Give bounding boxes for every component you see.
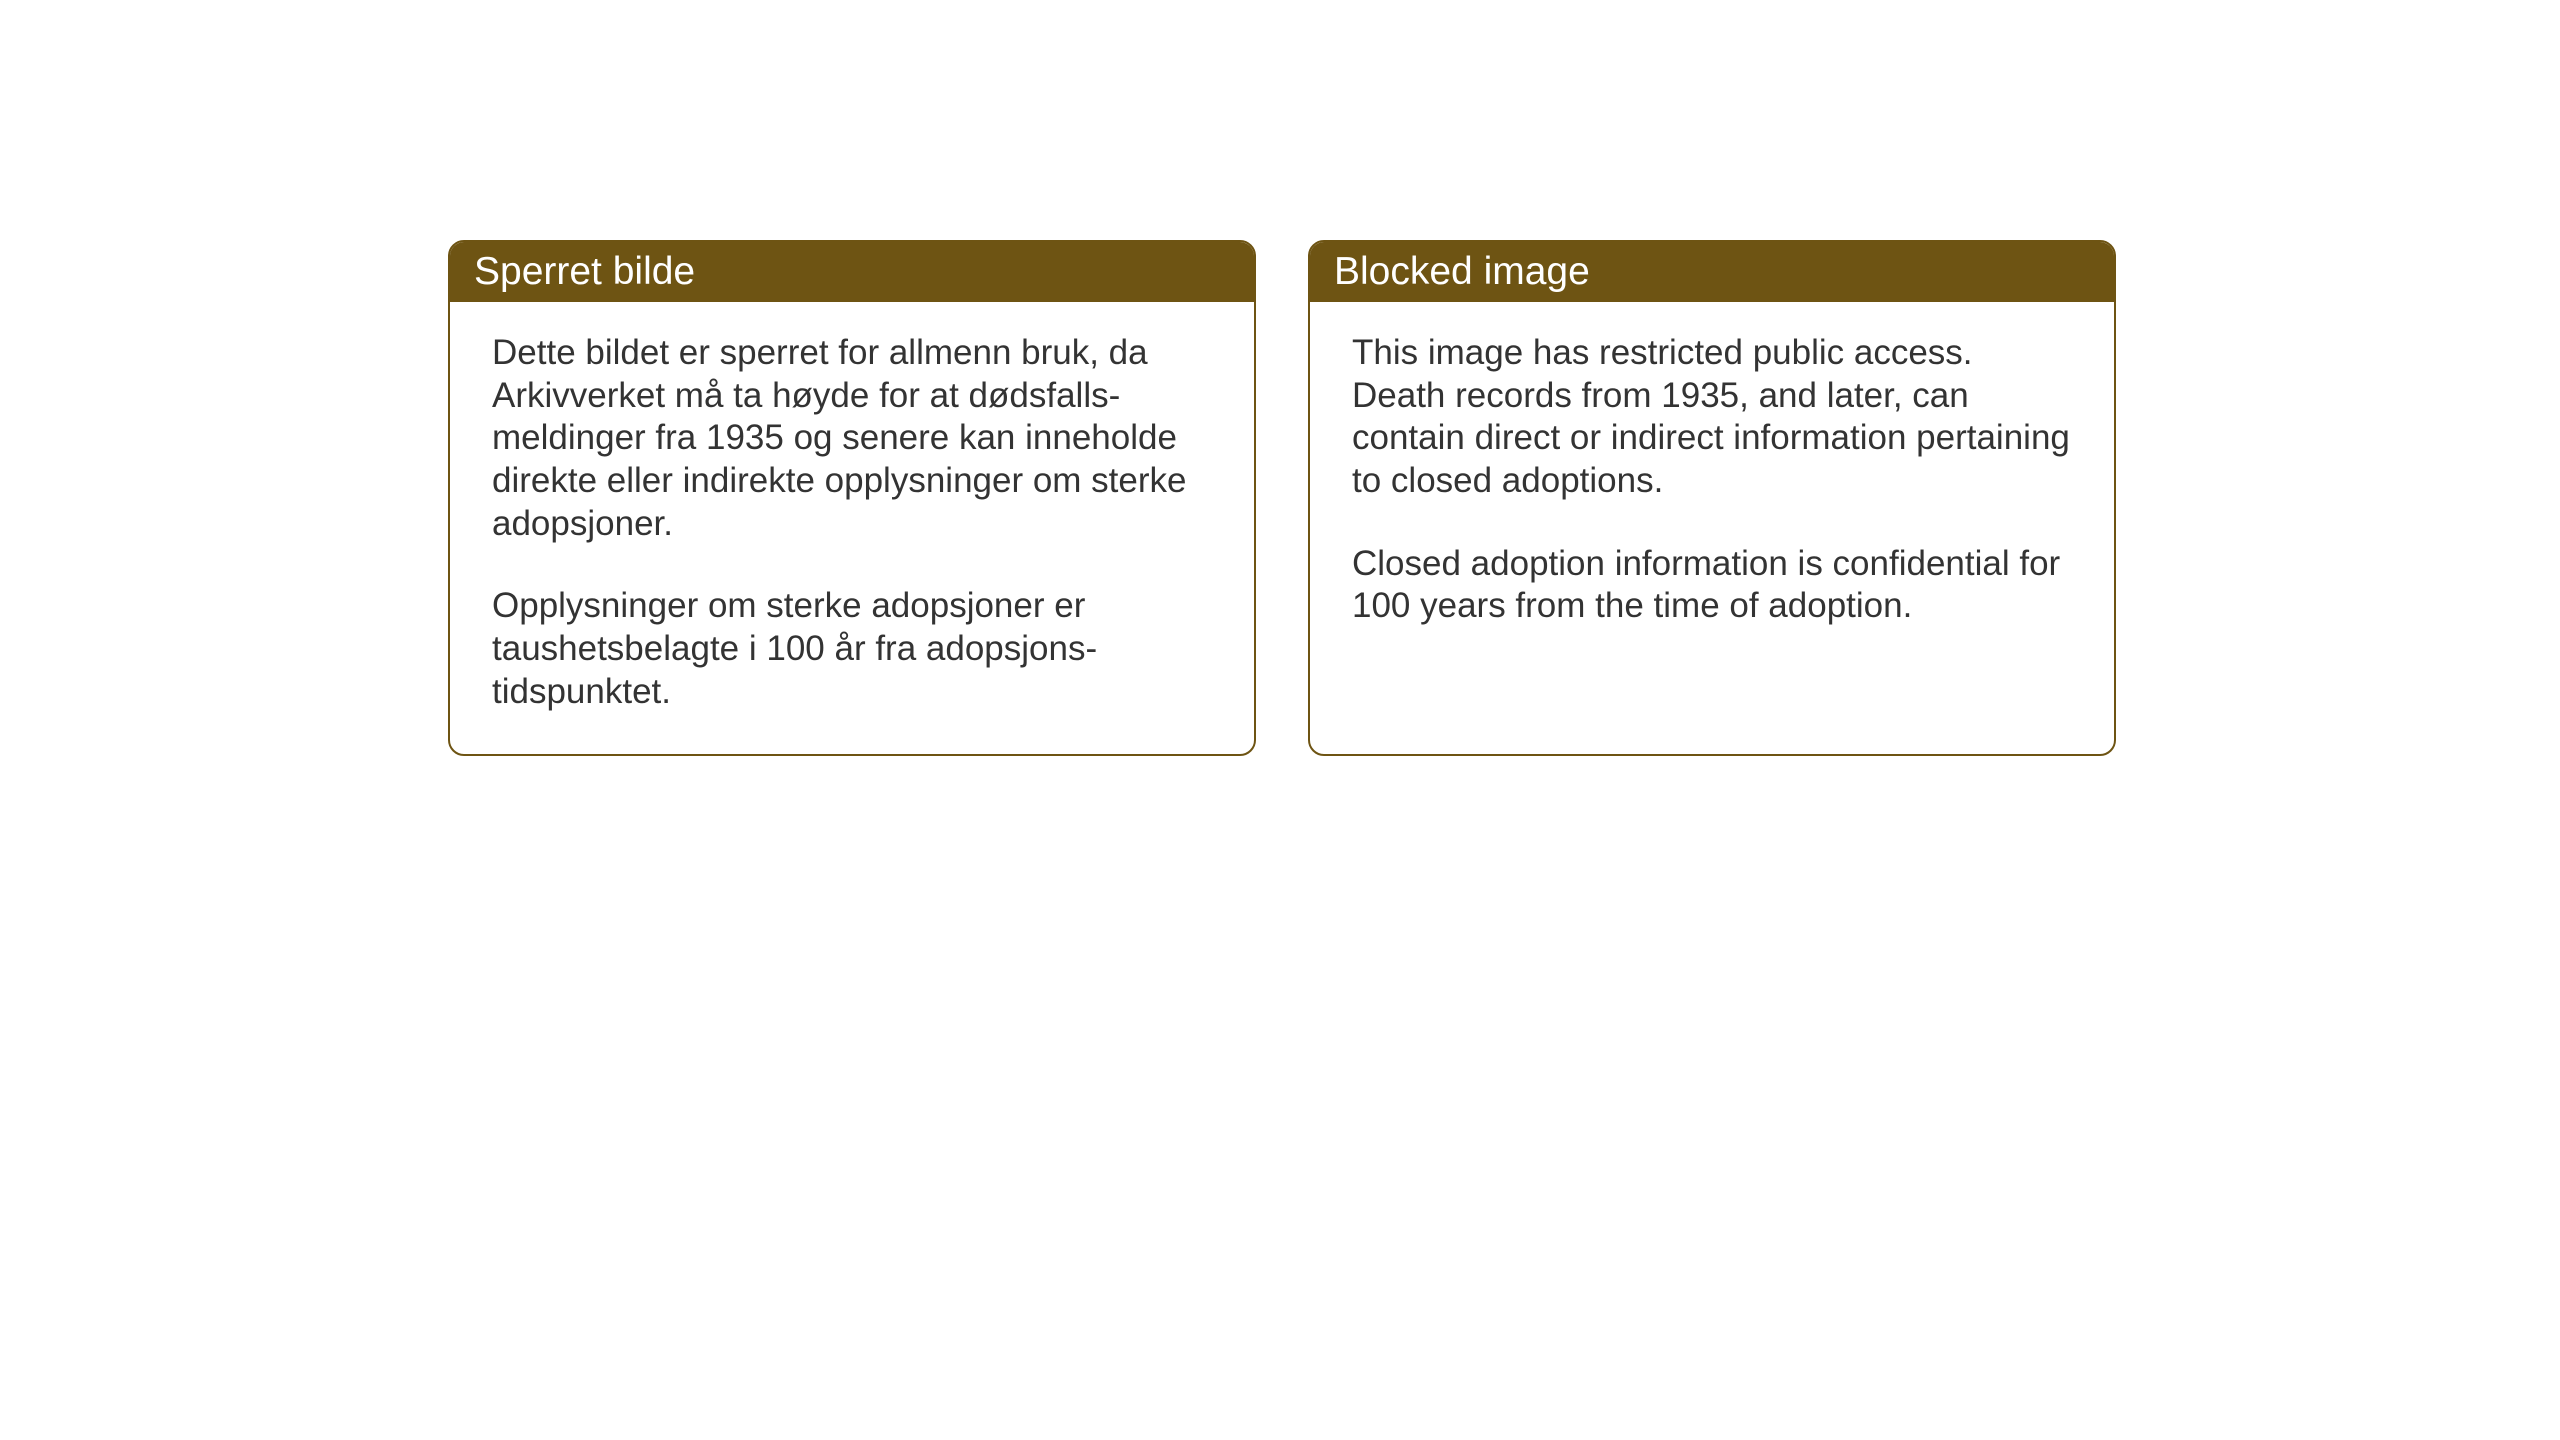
norwegian-paragraph-1: Dette bildet er sperret for allmenn bruk…: [492, 332, 1212, 545]
english-paragraph-1: This image has restricted public access.…: [1352, 332, 2072, 503]
norwegian-notice-card: Sperret bilde Dette bildet er sperret fo…: [448, 240, 1256, 756]
notice-container: Sperret bilde Dette bildet er sperret fo…: [448, 240, 2116, 756]
english-card-header: Blocked image: [1310, 242, 2114, 302]
english-paragraph-2: Closed adoption information is confident…: [1352, 543, 2072, 628]
norwegian-paragraph-2: Opplysninger om sterke adopsjoner er tau…: [492, 585, 1212, 713]
english-card-body: This image has restricted public access.…: [1310, 302, 2114, 722]
english-notice-card: Blocked image This image has restricted …: [1308, 240, 2116, 756]
english-card-title: Blocked image: [1334, 250, 1590, 293]
norwegian-card-title: Sperret bilde: [474, 250, 695, 293]
norwegian-card-header: Sperret bilde: [450, 242, 1254, 302]
norwegian-card-body: Dette bildet er sperret for allmenn bruk…: [450, 302, 1254, 754]
